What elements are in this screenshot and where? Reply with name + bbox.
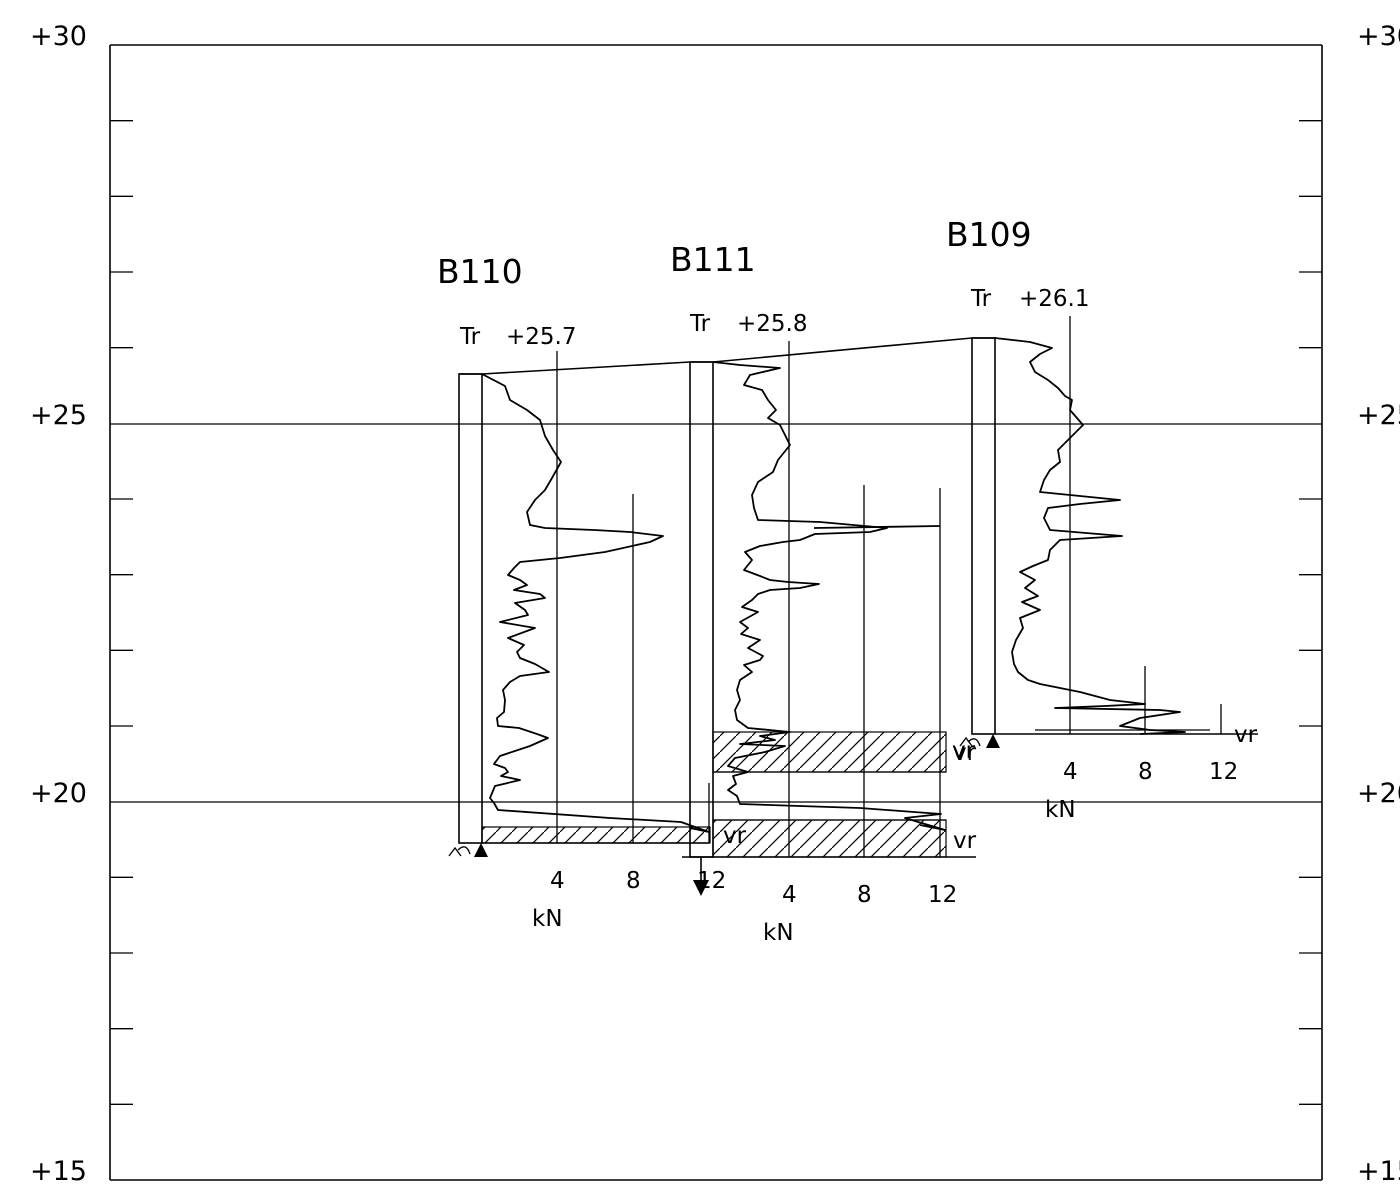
- elevation-minor-ticks: [110, 120, 1322, 1105]
- elevation-label-right-30: +30: [1357, 21, 1400, 52]
- surface-label: Tr: [459, 324, 481, 350]
- borehole-column: [689, 361, 714, 858]
- borehole-column: [458, 373, 483, 844]
- scale-tick-4: 4: [550, 868, 565, 894]
- surface-label: Tr: [689, 311, 711, 337]
- surface-elevation: +26.1: [1019, 286, 1089, 312]
- borehole-title: B110: [437, 252, 523, 291]
- scale-unit: kN: [1045, 797, 1076, 823]
- elevation-label-right-15: +15: [1357, 1156, 1400, 1187]
- end-triangle-icon: [474, 843, 488, 857]
- scale-tick-8: 8: [857, 882, 872, 908]
- end-marker-vr: vr: [1234, 722, 1258, 748]
- elevation-label-right-25: +25: [1357, 400, 1400, 431]
- end-marker-vr: vr: [952, 738, 976, 764]
- down-arrow-icon: [693, 880, 709, 896]
- elevation-label-right-20: +20: [1357, 778, 1400, 809]
- end-marker-vr: vr: [953, 828, 977, 854]
- elevation-label-left-25: +25: [30, 400, 87, 431]
- scale-tick-8: 8: [1138, 759, 1153, 785]
- peak-spike: [813, 525, 941, 529]
- scale-tick-4: 4: [782, 882, 797, 908]
- resistance-trace: [994, 337, 1186, 735]
- borehole-title: B111: [670, 240, 756, 279]
- hatched-layer-lower: [712, 819, 947, 858]
- scale-unit: kN: [532, 906, 563, 932]
- surface-elevation: +25.8: [737, 311, 807, 337]
- borehole-b111: B111 Tr +25.8 vr vr 4 8 12 kN: [670, 240, 977, 946]
- hatched-layer-upper: [712, 731, 947, 773]
- elevation-label-left-30: +30: [30, 21, 87, 52]
- drawing-frame: [109, 44, 1323, 1181]
- scale-tick-12: 12: [928, 882, 957, 908]
- hatched-layer: [481, 826, 711, 844]
- surface-elevation: +25.7: [506, 324, 576, 350]
- borehole-b110: B110 Tr +25.7 vr 4 8 12 kN: [437, 252, 747, 932]
- surface-label: Tr: [970, 286, 992, 312]
- borehole-b109: B109 Tr +26.1 vr vr 4 8 12 kN: [946, 215, 1258, 823]
- end-triangle-icon: [986, 734, 1000, 748]
- borehole-column: [971, 337, 996, 735]
- resistance-trace: [481, 373, 710, 833]
- scale-tick-8: 8: [626, 868, 641, 894]
- elevation-label-left-15: +15: [30, 1156, 87, 1187]
- refusal-mark-icon: [959, 736, 981, 747]
- resistance-trace: [712, 361, 946, 831]
- scale-unit: kN: [763, 920, 794, 946]
- scale-tick-12: 12: [1209, 759, 1238, 785]
- refusal-mark-icon: [448, 846, 471, 857]
- elevation-label-left-20: +20: [30, 778, 87, 809]
- scale-tick-4: 4: [1063, 759, 1078, 785]
- end-marker-vr: vr: [953, 740, 977, 766]
- borehole-title: B109: [946, 215, 1032, 254]
